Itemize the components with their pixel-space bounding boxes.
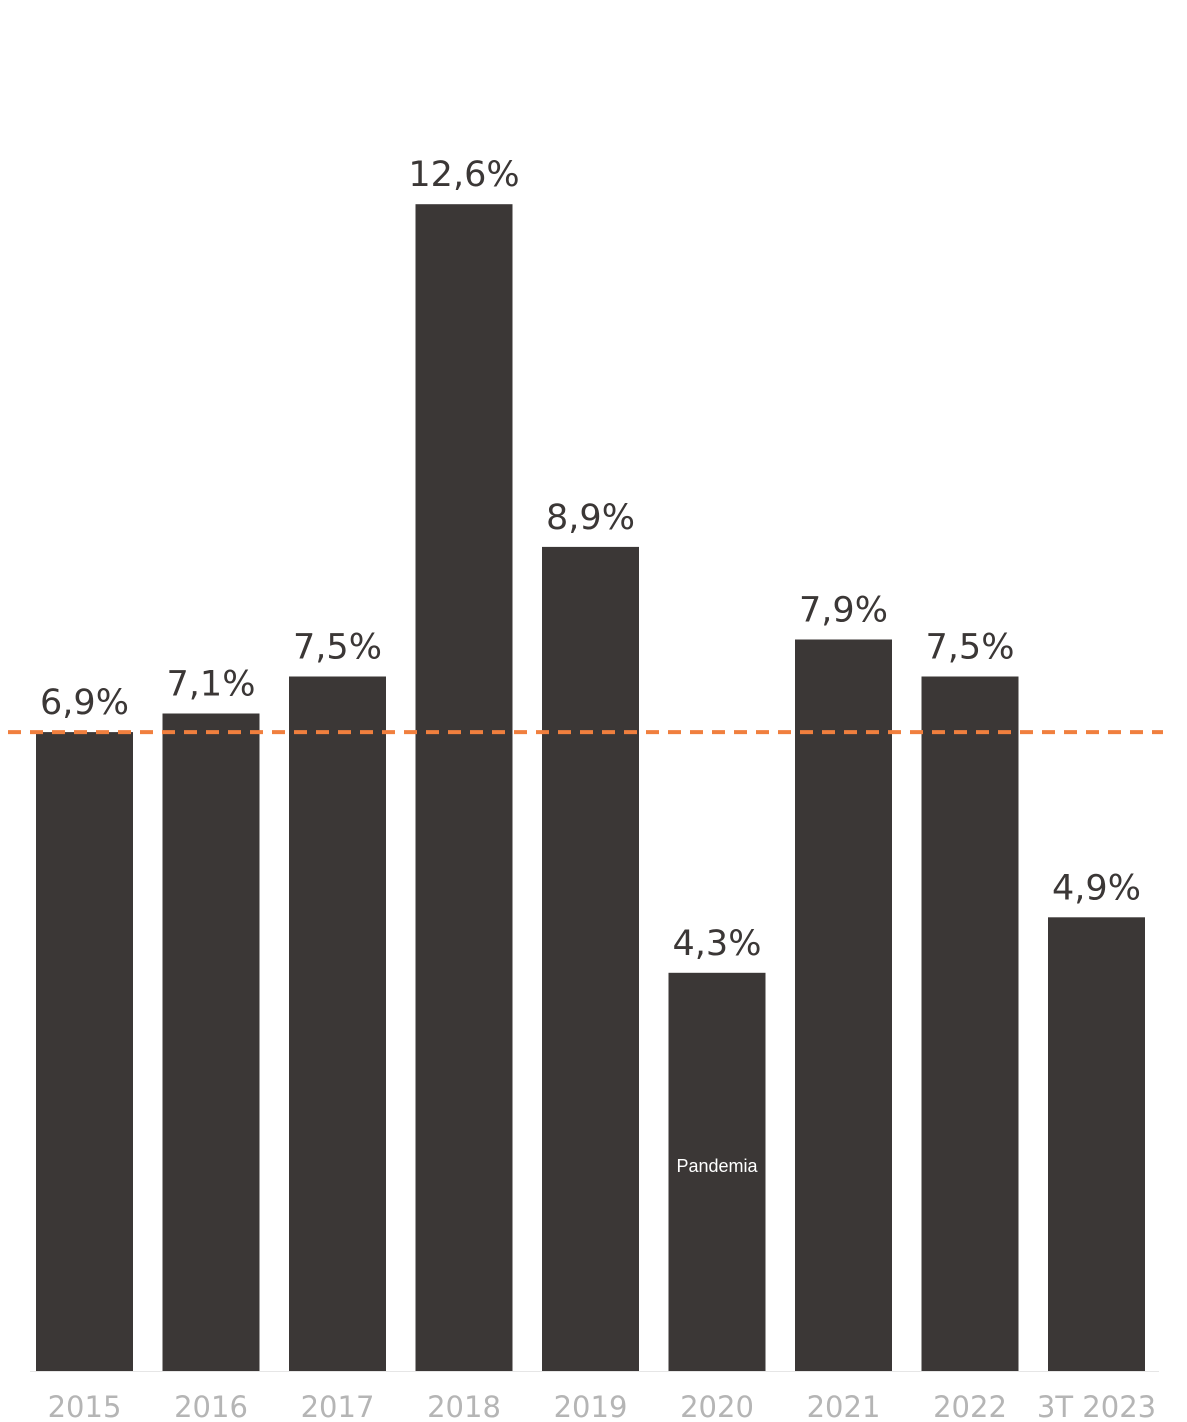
pandemia-annotation: Pandemia — [676, 1156, 758, 1176]
x-tick-label: 2015 — [48, 1390, 122, 1422]
x-tick-label: 3T 2023 — [1037, 1390, 1156, 1422]
bar-2017 — [289, 676, 386, 1371]
bar-2022 — [921, 676, 1019, 1371]
bar-2018 — [415, 204, 513, 1372]
x-tick-label: 2016 — [174, 1390, 248, 1422]
x-tick-label: 2020 — [680, 1390, 754, 1422]
value-label: 12,6% — [408, 155, 519, 195]
bar-2020 — [668, 972, 766, 1371]
value-label: 7,5% — [926, 628, 1015, 668]
value-label: 7,1% — [167, 665, 256, 705]
bar-3t-2023 — [1048, 917, 1145, 1371]
value-label: 7,5% — [293, 628, 382, 668]
value-label: 4,3% — [673, 924, 762, 964]
x-tick-label: 2022 — [933, 1390, 1007, 1422]
value-label: 8,9% — [546, 498, 635, 538]
value-label: 7,9% — [799, 591, 888, 631]
x-tick-label: 2017 — [301, 1390, 375, 1422]
bar-2016 — [162, 713, 260, 1371]
bar-2019 — [542, 546, 639, 1371]
value-label: 4,9% — [1052, 868, 1141, 908]
annotations-group: Pandemia — [676, 1156, 758, 1176]
x-tick-label: 2018 — [427, 1390, 501, 1422]
x-tick-label: 2021 — [807, 1390, 881, 1422]
bars-group — [36, 204, 1145, 1372]
x-tick-labels-group: 2015 2016 2017 2018 2019 2020 2021 2022 3T 2023 — [48, 1390, 1157, 1422]
x-tick-label: 2019 — [554, 1390, 628, 1422]
value-labels-group: 6,9% 7,1% 7,5% 12,6% 8,9% 4,3% 7,9% 7,5% 4,9% — [40, 155, 1141, 964]
value-label: 6,9% — [40, 683, 129, 723]
bar-2015 — [36, 732, 133, 1371]
bar-2021 — [795, 639, 892, 1371]
